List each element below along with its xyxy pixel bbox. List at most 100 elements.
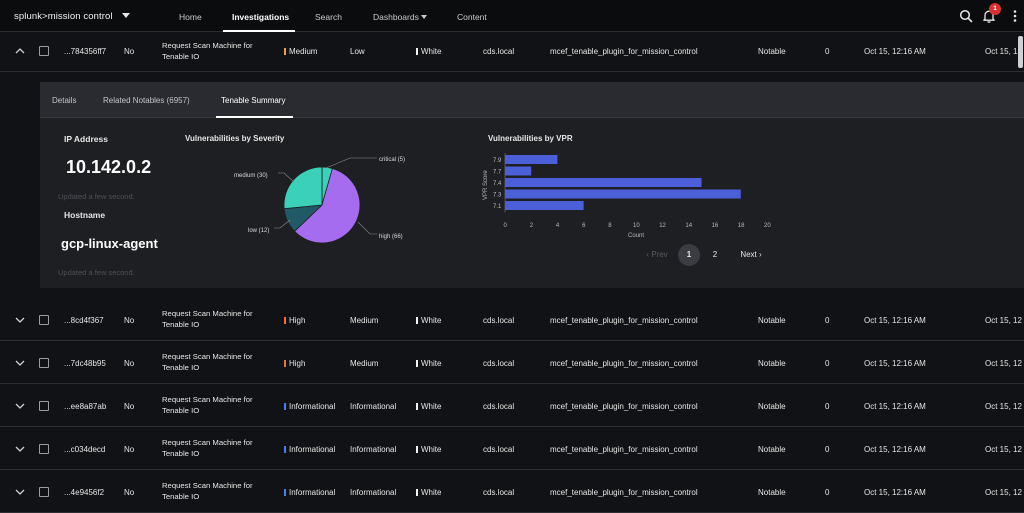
row-checkbox[interactable] <box>39 46 49 56</box>
row-flag: No <box>124 488 135 497</box>
row-tlp: White <box>416 402 441 411</box>
severity-label: Informational <box>289 402 336 411</box>
row-urgency: Informational <box>350 445 397 454</box>
chevron-up-icon[interactable] <box>15 46 25 56</box>
app-brand[interactable]: splunk>mission control <box>14 11 113 22</box>
hostname-value: gcp-linux-agent <box>61 236 158 251</box>
chevron-down-icon[interactable] <box>15 444 25 454</box>
search-icon[interactable] <box>958 8 974 24</box>
row-checkbox[interactable] <box>39 487 49 497</box>
nav-active-indicator <box>223 30 295 32</box>
ip-updated-text: Updated a few second. <box>58 192 135 201</box>
vpr-bar[interactable] <box>505 166 532 176</box>
row-updated: Oct 15, 12 <box>985 359 1022 368</box>
chevron-down-icon[interactable] <box>15 487 25 497</box>
row-id[interactable]: ...c034decd <box>64 445 106 454</box>
row-tlp: White <box>416 445 441 454</box>
row-flag: No <box>124 359 135 368</box>
scrollbar-thumb[interactable] <box>1018 36 1023 68</box>
nav-investigations[interactable]: Investigations <box>232 12 290 22</box>
row-id[interactable]: ...7dc48b95 <box>64 359 106 368</box>
row-severity: Medium <box>284 47 317 56</box>
pie-slice-medium[interactable] <box>283 166 323 210</box>
vpr-bar-chart: 7.9 7.7 7.4 7.3 7.1 0 2 4 6 8 10 12 14 16 18 20 Count VPR… <box>483 153 771 239</box>
tab-details[interactable]: Details <box>52 96 77 105</box>
tlp-label: White <box>421 488 442 497</box>
row-tlp: White <box>416 47 441 56</box>
row-updated: Oct 15, 12 <box>985 316 1022 325</box>
row-source: mcef_tenable_plugin_for_mission_control <box>550 488 698 497</box>
row-checkbox[interactable] <box>39 401 49 411</box>
row-name[interactable]: Request Scan Machine for Tenable IO <box>162 41 253 61</box>
table-row[interactable]: ...ee8a87ab No Request Scan Machine for Te… <box>0 384 1024 427</box>
row-created: Oct 15, 12:16 AM <box>864 316 926 325</box>
kebab-menu-icon[interactable] <box>1007 8 1023 24</box>
row-id[interactable]: ...8cd4f367 <box>64 316 104 325</box>
row-checkbox[interactable] <box>39 358 49 368</box>
tab-related-notables[interactable]: Related Notables (6957) <box>103 96 190 105</box>
pagination-page-2[interactable]: 2 <box>712 250 718 259</box>
row-source: mcef_tenable_plugin_for_mission_control <box>550 47 698 56</box>
row-severity: Informational <box>284 402 335 411</box>
row-domain: cds.local <box>483 445 515 454</box>
nav-dashboards[interactable]: Dashboards <box>373 12 427 22</box>
pie-label: high (66) <box>379 234 403 240</box>
table-row[interactable]: ...8cd4f367 No Request Scan Machine for Te… <box>0 298 1024 341</box>
vpr-bar[interactable] <box>505 155 558 164</box>
x-tick-label: 18 <box>738 223 745 229</box>
pagination-page-1[interactable]: 1 <box>678 244 700 266</box>
severity-marker <box>284 360 286 367</box>
row-type: Notable <box>758 402 786 411</box>
tlp-marker <box>416 403 418 410</box>
row-name[interactable]: Request Scan Machine for Tenable IO <box>162 352 253 372</box>
nav-search[interactable]: Search <box>315 12 342 22</box>
top-navigation-bar: splunk>mission control Home Investigatio… <box>0 0 1024 32</box>
tlp-marker <box>416 48 418 55</box>
row-flag: No <box>124 445 135 454</box>
severity-label: Informational <box>289 445 336 454</box>
table-row-expanded[interactable]: ...784356ff7 No Request Scan Machine for… <box>0 32 1024 72</box>
row-checkbox[interactable] <box>39 444 49 454</box>
pie-leader-line <box>274 219 291 229</box>
tlp-marker <box>416 317 418 324</box>
pagination-next[interactable]: Next › <box>736 245 766 265</box>
nav-home[interactable]: Home <box>179 12 202 22</box>
chevron-down-icon[interactable] <box>15 401 25 411</box>
vpr-bar[interactable] <box>505 189 741 199</box>
pie-slice-high[interactable] <box>294 167 361 244</box>
row-id[interactable]: ...4e9456f2 <box>64 488 105 497</box>
app-switcher-caret-icon[interactable] <box>122 13 130 18</box>
row-type: Notable <box>758 359 786 368</box>
tab-tenable-summary[interactable]: Tenable Summary <box>221 96 286 105</box>
vpr-bar[interactable] <box>505 178 702 187</box>
y-tick-label: 7.3 <box>493 192 502 198</box>
row-name[interactable]: Request Scan Machine for Tenable IO <box>162 438 253 458</box>
table-row[interactable]: ...4e9456f2 No Request Scan Machine for Te… <box>0 470 1024 513</box>
x-tick-label: 2 <box>530 223 534 229</box>
table-row[interactable]: ...c034decd No Request Scan Machine for Te… <box>0 427 1024 470</box>
row-domain: cds.local <box>483 402 515 411</box>
tlp-label: White <box>421 359 442 368</box>
chevron-down-icon[interactable] <box>15 358 25 368</box>
severity-marker <box>284 317 286 324</box>
severity-marker <box>284 446 286 453</box>
vpr-bar[interactable] <box>505 201 584 210</box>
row-name[interactable]: Request Scan Machine for Tenable IO <box>162 481 253 501</box>
table-row[interactable]: ...7dc48b95 No Request Scan Machine for Te… <box>0 341 1024 384</box>
row-severity: Informational <box>284 445 335 454</box>
row-checkbox[interactable] <box>39 315 49 325</box>
x-tick-label: 4 <box>556 223 560 229</box>
y-tick-label: 7.1 <box>493 204 502 210</box>
pagination-prev[interactable]: ‹ Prev <box>642 245 672 265</box>
row-source: mcef_tenable_plugin_for_mission_control <box>550 445 698 454</box>
detail-tabs: Details Related Notables (6957) Tenable … <box>40 82 1024 118</box>
row-id[interactable]: ...ee8a87ab <box>64 402 107 411</box>
pagination-next-label: Next <box>740 250 757 259</box>
nav-content[interactable]: Content <box>457 12 487 22</box>
chevron-down-icon[interactable] <box>15 315 25 325</box>
tlp-label: White <box>421 316 442 325</box>
row-name[interactable]: Request Scan Machine for Tenable IO <box>162 395 253 415</box>
row-id[interactable]: ...784356ff7 <box>64 47 107 56</box>
row-name[interactable]: Request Scan Machine for Tenable IO <box>162 309 253 329</box>
x-tick-label: 14 <box>685 223 692 229</box>
